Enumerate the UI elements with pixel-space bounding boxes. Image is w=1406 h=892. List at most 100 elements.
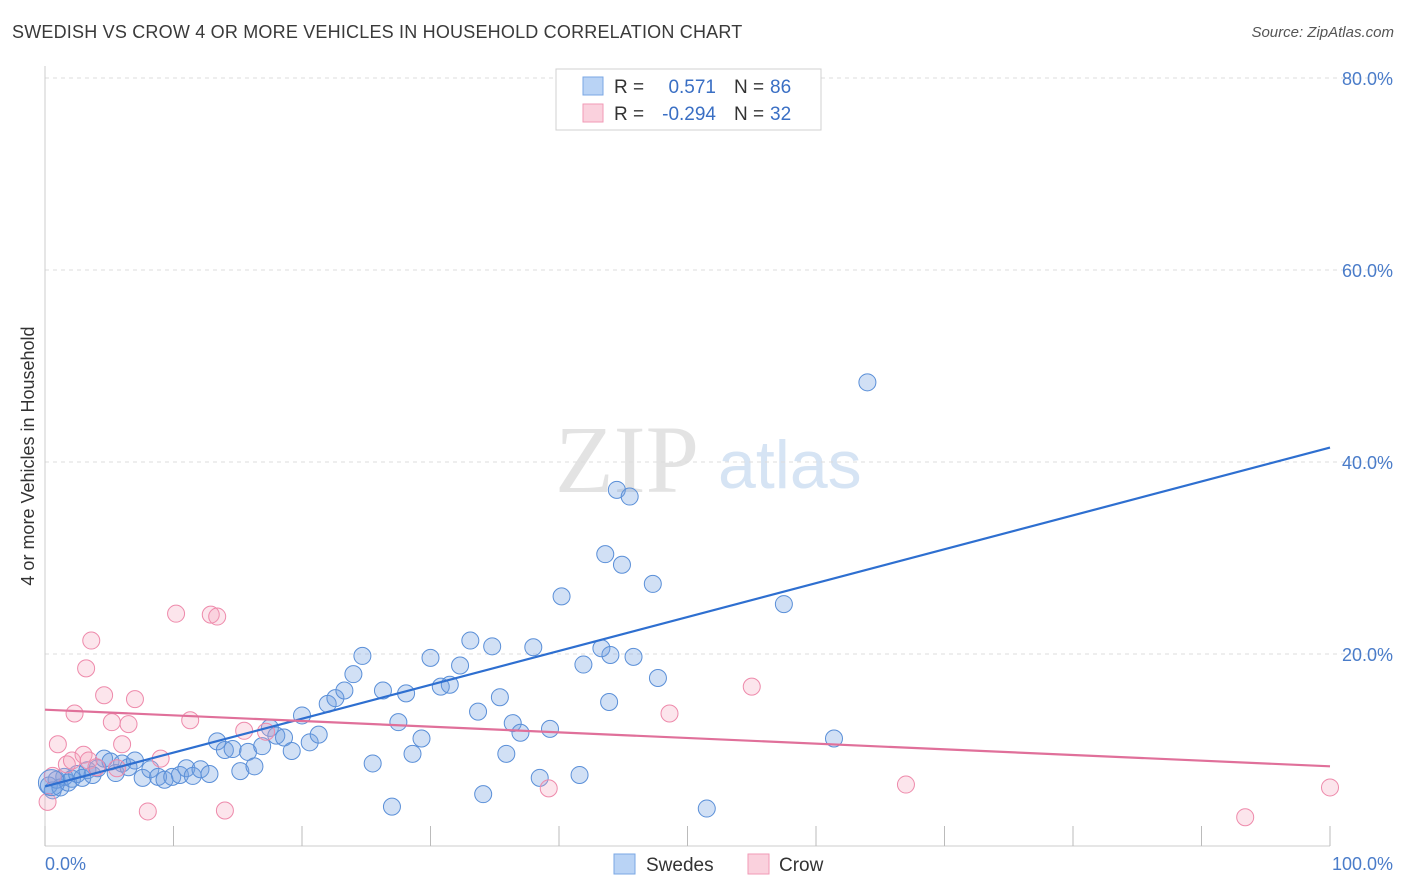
swedes-point (483, 637, 502, 656)
x-tick-label: 0.0% (45, 854, 86, 874)
swedes-point (363, 754, 382, 773)
swedes-point (191, 760, 210, 779)
swedes-point (612, 555, 631, 574)
crow-point (77, 659, 96, 678)
swedes-point (231, 762, 250, 781)
y-tick-label: 40.0% (1342, 453, 1393, 473)
swedes-point (282, 741, 301, 760)
crow-point (167, 604, 186, 623)
swedes-point (697, 799, 716, 818)
swedes-point (37, 769, 65, 797)
swedes-r-label: R = (614, 77, 644, 98)
crow-point (95, 686, 114, 705)
swedes-point (382, 797, 401, 816)
swedes-point (620, 487, 639, 506)
legend-swedes-label: Swedes (646, 855, 714, 876)
crow-r-label: R = (614, 104, 644, 125)
crow-trend-line (44, 708, 1331, 768)
swedes-point (177, 759, 196, 778)
swedes-point (170, 765, 189, 784)
y-tick-labels: 20.0% 40.0% 60.0% 80.0% (1342, 69, 1393, 665)
swedes-point (353, 646, 372, 665)
swedes-r-value: 0.571 (668, 77, 716, 98)
swedes-point (163, 767, 182, 786)
crow-point (48, 735, 67, 754)
swedes-point (344, 665, 363, 684)
chart-title: SWEDISH VS CROW 4 OR MORE VEHICLES IN HO… (12, 22, 743, 42)
swedes-point (469, 702, 488, 721)
swedes-point (774, 595, 793, 614)
swedes-point (275, 728, 294, 747)
swedes-point (596, 545, 615, 564)
crow-point (1236, 808, 1255, 827)
swedes-point (503, 714, 522, 733)
gridlines (45, 77, 1392, 655)
swedes-point (824, 729, 843, 748)
crow-n-value: 32 (770, 104, 791, 125)
swedes-point (326, 689, 345, 708)
swedes-swatch (582, 76, 604, 96)
swedes-n-value: 86 (770, 77, 791, 98)
crow-point (65, 704, 84, 723)
swedes-point (600, 693, 619, 711)
swedes-point (511, 723, 530, 742)
stats-legend: R = 0.571 N = 86 R = -0.294 N = 32 (555, 68, 822, 131)
crow-point (38, 792, 57, 811)
source-label: Source: ZipAtlas.com (1251, 24, 1394, 41)
swedes-n-label: N = (734, 77, 764, 98)
crow-point (742, 677, 761, 696)
x-tick-label: 100.0% (1332, 854, 1393, 874)
swedes-point (403, 744, 422, 763)
swedes-point (490, 688, 509, 707)
swedes-point (309, 725, 328, 744)
crow-point (125, 690, 144, 709)
watermark-atlas: atlas (718, 427, 862, 503)
crow-point (215, 801, 234, 820)
swedes-point (643, 574, 662, 593)
swedes-point (648, 669, 667, 687)
swedes-point (461, 631, 480, 650)
crow-point (1321, 778, 1339, 797)
x-tick-labels: 0.0% 100.0% (45, 854, 1393, 874)
swedes-point (451, 656, 470, 675)
swedes-point (267, 726, 286, 745)
y-axis-label: 4 or more Vehicles in Household (18, 326, 38, 585)
legend-swedes-swatch (613, 853, 636, 875)
swedes-point (574, 655, 593, 674)
swedes-point (524, 638, 543, 657)
swedes-point (215, 741, 234, 759)
crow-point (138, 802, 157, 821)
crow-point (235, 721, 254, 740)
crow-point (102, 713, 121, 732)
legend-crow-swatch (747, 853, 770, 875)
y-tick-label: 60.0% (1342, 261, 1393, 281)
crow-point (82, 631, 101, 650)
swedes-point (474, 785, 493, 804)
swedes-point (530, 768, 549, 787)
y-tick-label: 20.0% (1342, 645, 1393, 665)
swedes-point (624, 647, 643, 666)
swedes-point (245, 757, 264, 776)
crow-point (119, 715, 138, 734)
swedes-point (200, 765, 219, 783)
crow-point (74, 745, 93, 764)
legend-crow-label: Crow (779, 855, 824, 876)
data-points (37, 373, 1339, 827)
swedes-point (570, 765, 589, 784)
swedes-point (421, 648, 440, 667)
swedes-point (389, 713, 408, 732)
swedes-point (497, 744, 516, 763)
series-legend: Swedes Crow (613, 853, 824, 876)
crow-swatch (582, 103, 604, 123)
swedes-point (858, 373, 877, 392)
swedes-point (223, 740, 242, 759)
crow-point (181, 711, 200, 730)
swedes-point (300, 733, 319, 752)
axes (44, 66, 1331, 847)
crow-point (539, 779, 558, 798)
swedes-point (373, 681, 392, 700)
swedes-point (552, 587, 571, 606)
trend-lines (44, 446, 1331, 788)
crow-point (896, 775, 915, 794)
